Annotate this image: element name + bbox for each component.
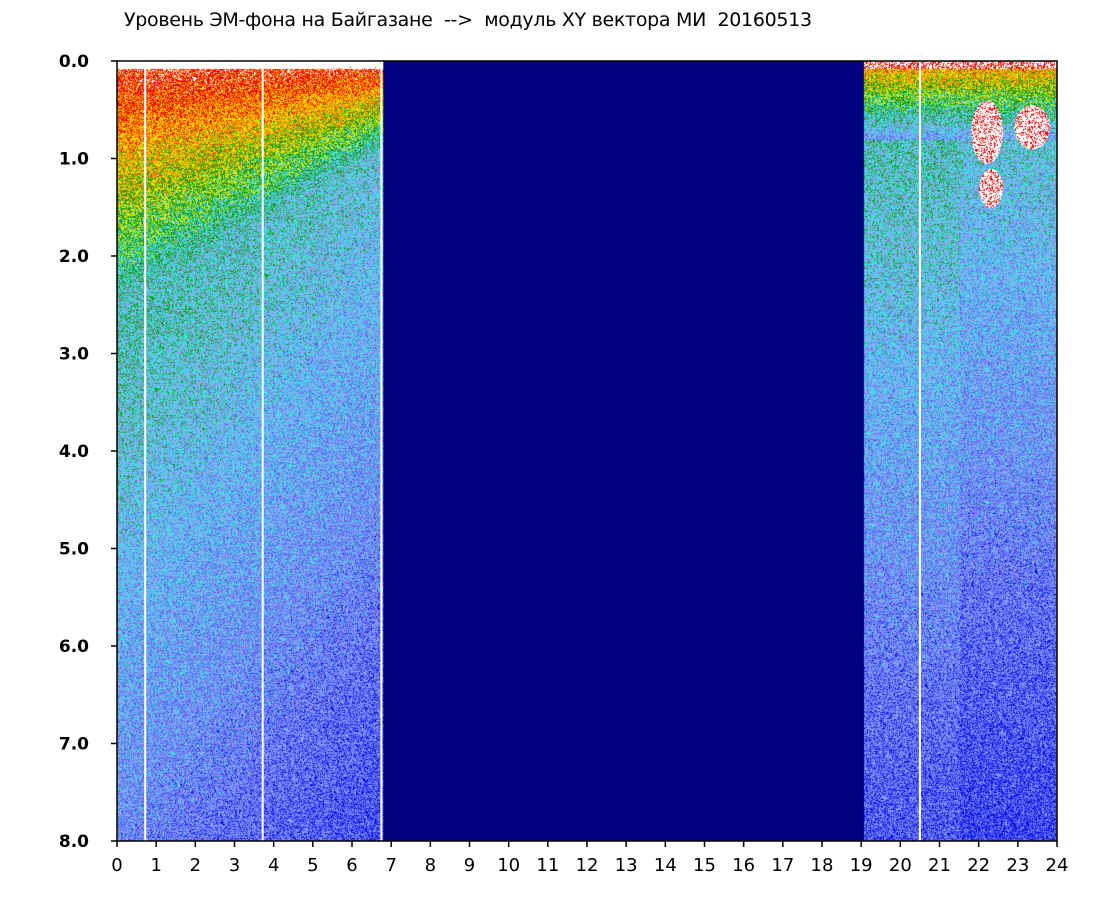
x-tick-label-24: 24 [1046, 855, 1069, 876]
x-tick-label-19: 19 [850, 855, 873, 876]
x-tick-label-18: 18 [811, 855, 834, 876]
x-tick-label-6: 6 [346, 855, 357, 876]
tick-labels: 0 1 2 3 4 5 6 7 8 9 10 11 12 13 14 15 16 17 18 19 20 21 22 23 24… [59, 52, 1069, 876]
x-tick-label-17: 17 [771, 855, 794, 876]
x-tick-label-0: 0 [111, 855, 122, 876]
y-tick-label-4.0: 4.0 [59, 442, 89, 462]
x-tick-label-4: 4 [268, 855, 279, 876]
y-tick-label-7.0: 7.0 [59, 735, 89, 755]
x-tick-label-16: 16 [732, 855, 755, 876]
x-tick-label-7: 7 [385, 855, 396, 876]
x-tick-label-8: 8 [425, 855, 436, 876]
y-tick-label-1.0: 1.0 [59, 150, 89, 170]
x-tick-label-10: 10 [497, 855, 520, 876]
x-tick-label-12: 12 [576, 855, 599, 876]
x-tick-label-15: 15 [693, 855, 716, 876]
x-tick-label-13: 13 [615, 855, 638, 876]
y-tick-label-3.0: 3.0 [59, 345, 89, 365]
y-tick-label-2.0: 2.0 [59, 247, 89, 267]
x-tick-label-23: 23 [1006, 855, 1029, 876]
x-tick-label-1: 1 [150, 855, 161, 876]
x-tick-label-14: 14 [654, 855, 677, 876]
y-tick-label-5.0: 5.0 [59, 540, 89, 560]
x-tick-label-3: 3 [229, 855, 240, 876]
axes [111, 60, 1058, 847]
x-tick-label-20: 20 [889, 855, 912, 876]
x-tick-label-21: 21 [928, 855, 951, 876]
x-tick-label-22: 22 [967, 855, 990, 876]
x-tick-label-5: 5 [307, 855, 318, 876]
heatmap-layer [117, 61, 1057, 841]
x-tick-label-9: 9 [464, 855, 475, 876]
x-tick-label-2: 2 [190, 855, 201, 876]
no-data-block [383, 61, 864, 841]
chart-title: Уровень ЭМ-фона на Байгазане --> модуль … [124, 9, 812, 31]
y-tick-label-8.0: 8.0 [59, 832, 89, 852]
y-tick-label-0.0: 0.0 [59, 52, 89, 72]
x-tick-label-11: 11 [536, 855, 559, 876]
y-tick-label-6.0: 6.0 [59, 637, 89, 657]
